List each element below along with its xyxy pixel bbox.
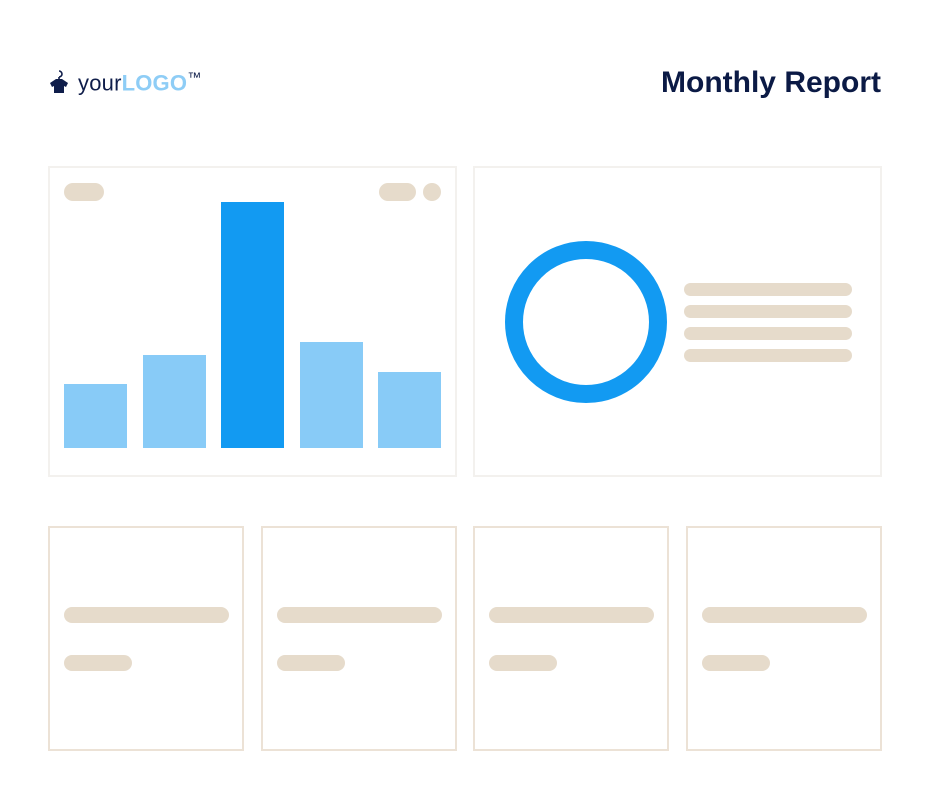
stat-card-1[interactable] (48, 526, 244, 751)
logo-tm: ™ (187, 68, 202, 85)
donut-chart-card (473, 166, 882, 477)
bar-4 (299, 342, 363, 448)
bar-5 (378, 372, 441, 448)
donut-ring (505, 241, 667, 403)
stat-card-label-placeholder (702, 607, 867, 623)
stat-card-label-placeholder (277, 607, 442, 623)
stat-card-3[interactable] (473, 526, 669, 751)
chart-filter-placeholder[interactable] (379, 183, 416, 201)
stat-card-label-placeholder (64, 607, 229, 623)
bar-chart (64, 168, 442, 462)
logo-text: yourLOGO™ (78, 70, 201, 94)
bar-3 (221, 202, 284, 448)
page-title: Monthly Report (661, 66, 881, 99)
bar-2 (142, 355, 206, 448)
legend-line-3 (684, 327, 852, 340)
logo-prefix: your (78, 70, 122, 96)
stat-card-value-placeholder (702, 655, 770, 671)
shirt-hanger-icon (50, 70, 68, 93)
stat-card-4[interactable] (686, 526, 882, 751)
stat-card-value-placeholder (489, 655, 557, 671)
logo: yourLOGO™ (48, 68, 201, 96)
legend-line-4 (684, 349, 852, 362)
legend-line-2 (684, 305, 852, 318)
donut-chart (505, 241, 667, 403)
stat-card-value-placeholder (64, 655, 132, 671)
stat-card-value-placeholder (277, 655, 345, 671)
stat-card-2[interactable] (261, 526, 457, 751)
bar-chart-card (48, 166, 457, 477)
legend-line-1 (684, 283, 852, 296)
logo-main: LOGO (121, 70, 188, 96)
chart-menu-dot[interactable] (423, 183, 441, 201)
chart-title-placeholder (64, 183, 104, 201)
stat-card-label-placeholder (489, 607, 654, 623)
bar-1 (64, 384, 127, 448)
